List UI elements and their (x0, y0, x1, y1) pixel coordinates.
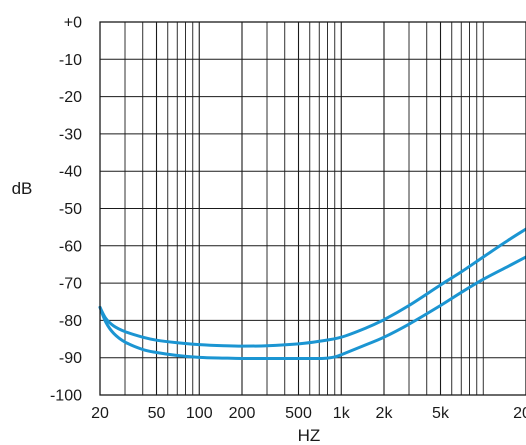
x-tick-label: 50 (148, 405, 166, 422)
response-curves (100, 229, 526, 358)
y-tick-label: -20 (59, 89, 82, 106)
horizontal-gridlines (100, 59, 526, 357)
y-tick-label: -40 (59, 164, 82, 181)
x-tick-label: 500 (285, 405, 312, 422)
x-tick-label: 1k (333, 405, 351, 422)
y-tick-label: -100 (50, 388, 82, 405)
x-tick-label: 200 (229, 405, 256, 422)
y-tick-label: -70 (59, 276, 82, 293)
y-tick-label: -80 (59, 313, 82, 330)
x-tick-label: 20k (513, 405, 526, 422)
x-axis-title: HZ (298, 426, 321, 445)
y-tick-labels: +0 -10 -20 -30 -40 -50 -60 -70 -80 -90 -100 (50, 15, 82, 405)
y-tick-label: -10 (59, 52, 82, 69)
x-tick-label: 2k (376, 405, 394, 422)
y-tick-label: -90 (59, 350, 82, 367)
x-tick-label: 20 (91, 405, 109, 422)
y-tick-label: -60 (59, 238, 82, 255)
x-tick-label: 5k (432, 405, 450, 422)
y-tick-label: +0 (64, 15, 82, 32)
x-tick-labels: 20 50 100 200 500 1k 2k 5k 20k (91, 405, 526, 422)
y-tick-label: -50 (59, 201, 82, 218)
x-tick-label: 100 (186, 405, 213, 422)
response-curve-1 (100, 229, 526, 346)
y-axis-title: dB (12, 179, 33, 198)
y-tick-label: -30 (59, 126, 82, 143)
